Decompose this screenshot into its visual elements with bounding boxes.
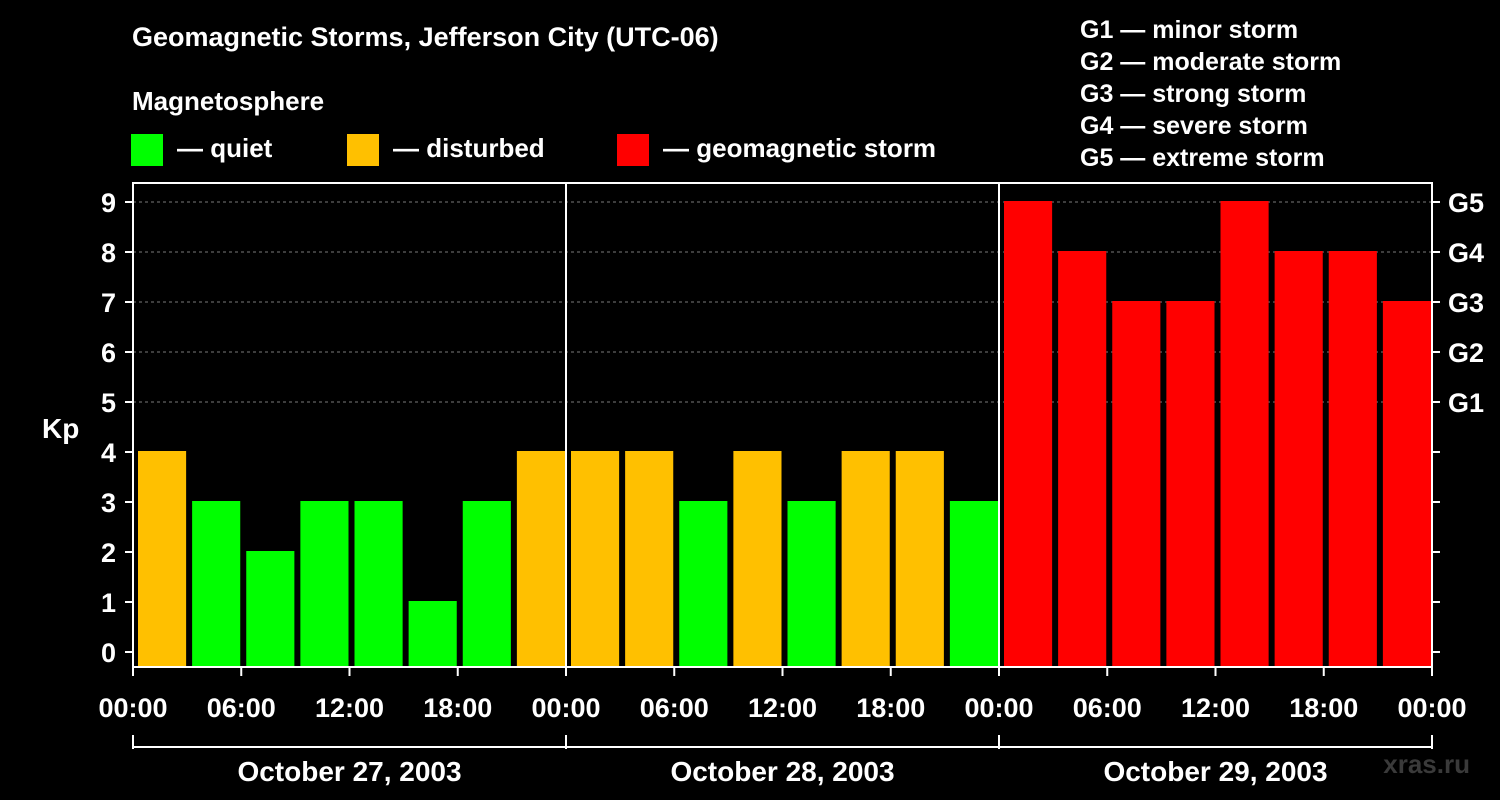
g-scale-g2: G2 — moderate storm <box>1080 48 1342 76</box>
x-tick-label-5: 06:00 <box>640 693 709 723</box>
g-scale-g5: G5 — extreme storm <box>1080 144 1325 172</box>
legend-label-storm: — geomagnetic storm <box>663 133 937 163</box>
g-tick-label-G5: G5 <box>1448 188 1484 218</box>
day-label-2: October 29, 2003 <box>1103 756 1327 787</box>
y-tick-label-3: 3 <box>101 488 116 518</box>
x-tick-label-6: 12:00 <box>748 693 817 723</box>
x-tick-label-10: 12:00 <box>1181 693 1250 723</box>
x-tick-label-9: 06:00 <box>1073 693 1142 723</box>
bar-0 <box>138 451 187 667</box>
bar-18 <box>1112 301 1161 667</box>
bar-5 <box>408 601 457 667</box>
day-label-0: October 27, 2003 <box>237 756 461 787</box>
g-scale-g4: G4 — severe storm <box>1080 112 1308 140</box>
y-tick-label-2: 2 <box>101 538 116 568</box>
g-scale-list: G1 — minor storm G2 — moderate storm G3 … <box>1080 14 1341 174</box>
bar-3 <box>300 501 349 667</box>
bar-10 <box>679 501 728 667</box>
bar-15 <box>949 501 998 667</box>
y-tick-label-0: 0 <box>101 638 116 668</box>
g-scale-g3: G3 — strong storm <box>1080 80 1307 108</box>
bar-23 <box>1382 301 1431 667</box>
legend-swatch-disturbed <box>347 134 379 166</box>
bar-11 <box>733 451 782 667</box>
y-tick-label-5: 5 <box>101 388 116 418</box>
section-label: Magnetosphere <box>132 86 325 116</box>
y-axis-label: Kp <box>42 413 80 444</box>
y-tick-label-1: 1 <box>101 588 116 618</box>
x-tick-label-4: 00:00 <box>531 693 600 723</box>
x-tick-label-3: 18:00 <box>423 693 492 723</box>
bar-6 <box>462 501 511 667</box>
bar-9 <box>625 451 674 667</box>
bar-22 <box>1328 251 1377 667</box>
x-tick-label-11: 18:00 <box>1289 693 1358 723</box>
x-tick-label-2: 12:00 <box>315 693 384 723</box>
y-tick-label-6: 6 <box>101 338 116 368</box>
bar-4 <box>354 501 403 667</box>
g-tick-label-G1: G1 <box>1448 388 1484 418</box>
legend-label-quiet: — quiet <box>177 133 273 163</box>
bar-12 <box>787 501 836 667</box>
bar-16 <box>1004 201 1053 667</box>
legend-label-disturbed: — disturbed <box>393 133 545 163</box>
bar-1 <box>192 501 241 667</box>
y-tick-label-8: 8 <box>101 238 116 268</box>
g-tick-label-G2: G2 <box>1448 338 1484 368</box>
bar-21 <box>1274 251 1323 667</box>
legend-swatch-quiet <box>131 134 163 166</box>
x-tick-label-0: 00:00 <box>98 693 167 723</box>
bar-14 <box>895 451 944 667</box>
g-tick-label-G3: G3 <box>1448 288 1484 318</box>
watermark: xras.ru <box>1383 749 1470 779</box>
day-label-1: October 28, 2003 <box>670 756 894 787</box>
y-tick-label-7: 7 <box>101 288 116 318</box>
y-tick-label-9: 9 <box>101 188 116 218</box>
bar-13 <box>841 451 890 667</box>
x-tick-label-1: 06:00 <box>207 693 276 723</box>
bar-7 <box>516 451 565 667</box>
x-tick-label-8: 00:00 <box>964 693 1033 723</box>
bar-8 <box>571 451 620 667</box>
bar-2 <box>246 551 295 667</box>
g-tick-label-G4: G4 <box>1448 238 1484 268</box>
bar-19 <box>1166 301 1215 667</box>
x-tick-label-7: 18:00 <box>856 693 925 723</box>
legend-swatch-storm <box>617 134 649 166</box>
x-tick-label-12: 00:00 <box>1397 693 1466 723</box>
y-tick-label-4: 4 <box>101 438 116 468</box>
bar-17 <box>1058 251 1107 667</box>
chart-title: Geomagnetic Storms, Jefferson City (UTC-… <box>132 22 719 52</box>
bar-20 <box>1220 201 1269 667</box>
g-scale-g1: G1 — minor storm <box>1080 16 1299 44</box>
